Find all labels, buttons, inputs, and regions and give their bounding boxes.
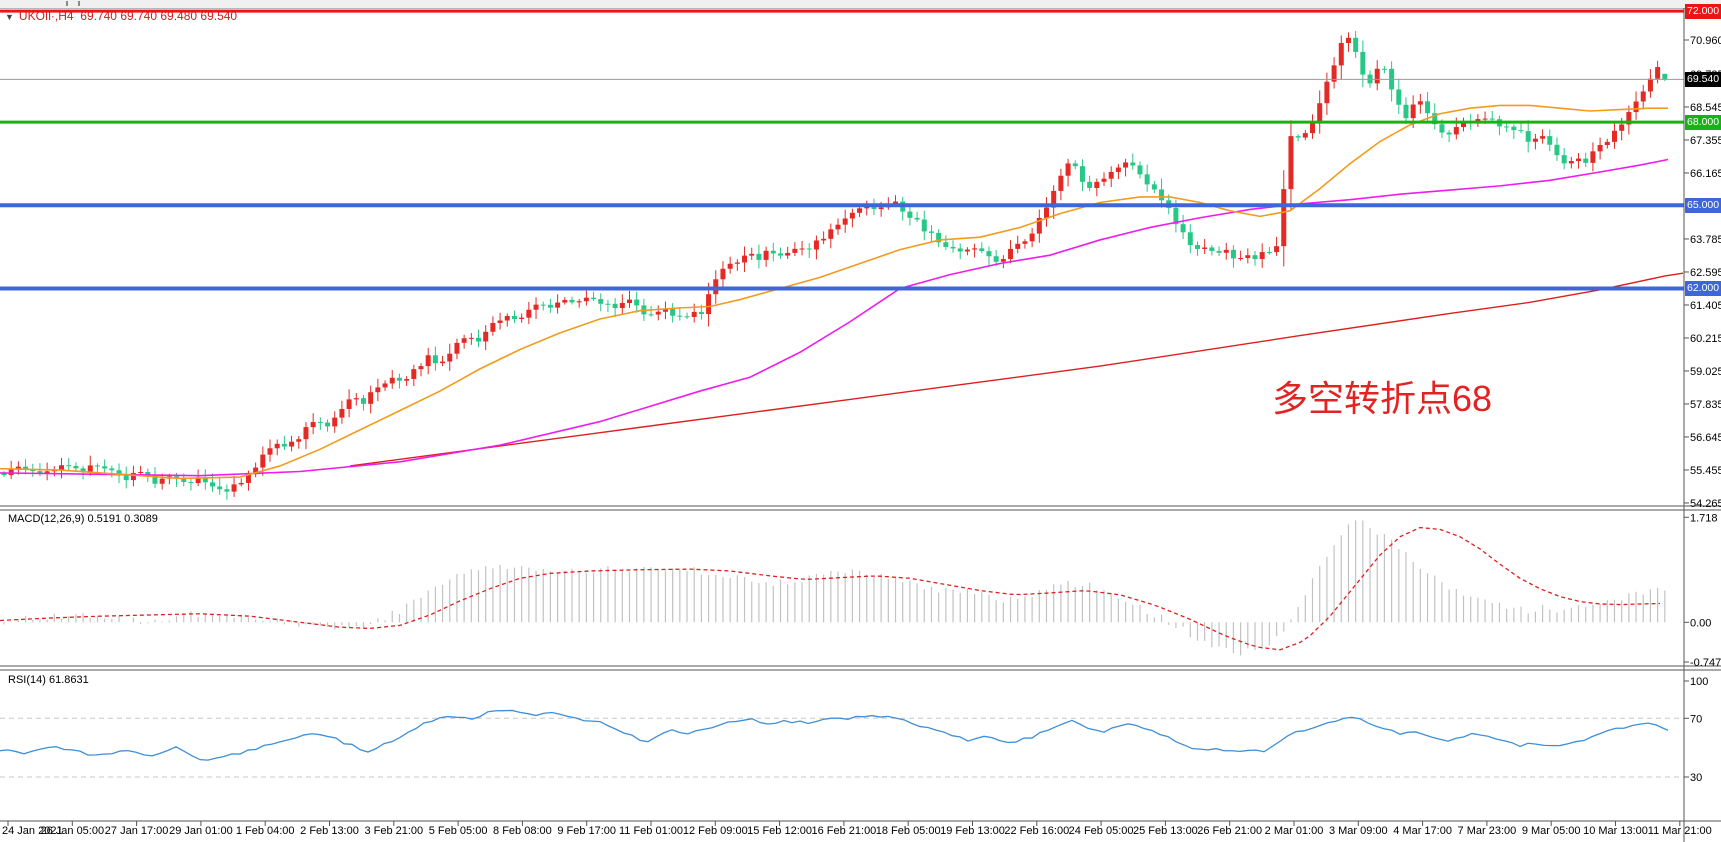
rsi-indicator-label: RSI(14) 61.8631 (8, 674, 89, 686)
time-axis-label: 9 Mar 05:00 (1522, 825, 1581, 837)
macd-tick-label: 1.718 (1690, 512, 1718, 524)
splitter-notch (66, 1, 80, 6)
time-axis-label: 4 Mar 17:00 (1393, 825, 1452, 837)
price-tick-label: 60.215 (1690, 333, 1721, 345)
time-axis-label: 11 Feb 01:00 (619, 825, 683, 837)
time-axis-label: 11 Mar 21:00 (1648, 825, 1712, 837)
rsi-tick-label: 30 (1690, 772, 1702, 784)
time-axis-label: 22 Feb 16:00 (1004, 825, 1069, 837)
time-axis-label: 5 Feb 05:00 (429, 825, 488, 837)
macd-signal-line (0, 526, 1661, 651)
time-axis-label: 9 Feb 17:00 (557, 825, 616, 837)
time-axis-label: 3 Feb 21:00 (364, 825, 423, 837)
price-tick-label: 63.785 (1690, 234, 1721, 246)
price-tick-label: 67.355 (1690, 135, 1721, 147)
time-axis-label: 1 Feb 04:00 (236, 825, 295, 837)
time-axis-label: 24 Feb 05:00 (1069, 825, 1134, 837)
time-axis-label: 10 Mar 13:00 (1583, 825, 1648, 837)
macd-indicator-label: MACD(12,26,9) 0.5191 0.3089 (8, 513, 158, 525)
time-axis-label: 26 Feb 21:00 (1197, 825, 1262, 837)
level-price-tag-62.000: 62.000 (1685, 280, 1721, 296)
ohlc-values: 69.740 69.740 69.480 69.540 (80, 9, 238, 23)
macd-tick-label: -0.7475 (1690, 657, 1721, 669)
time-axis-label: 2 Feb 13:00 (300, 825, 359, 837)
symbol-period-label: UKOIl·,H4 (18, 9, 74, 23)
price-tick-label: 62.595 (1690, 267, 1721, 279)
time-axis-label: 27 Jan 17:00 (105, 825, 169, 837)
price-tick-label: 66.165 (1690, 168, 1721, 180)
price-tick-label: 70.960 (1690, 35, 1721, 47)
chevron-down-icon[interactable]: ▼ (5, 12, 14, 22)
ma-fast-orange-line (0, 104, 1668, 480)
time-axis-label: 7 Mar 23:00 (1458, 825, 1517, 837)
time-axis-label: 25 Feb 13:00 (1133, 825, 1198, 837)
price-pane[interactable] (0, 30, 1684, 500)
time-axis-label: 16 Feb 21:00 (811, 825, 876, 837)
window-top-strip (0, 0, 1721, 9)
time-axis-label: 26 Jan 05:00 (40, 825, 104, 837)
chinese-annotation-text: 多空转折点68 (1272, 378, 1493, 419)
macd-tick-label: 0.00 (1690, 617, 1711, 629)
ma-slow-red-line (349, 272, 1684, 467)
level-price-tag-68.000: 68.000 (1685, 114, 1721, 130)
price-tick-label: 56.645 (1690, 432, 1721, 444)
price-tick-label: 68.545 (1690, 102, 1721, 114)
rsi-value-line (0, 709, 1669, 761)
price-tick-label: 59.025 (1690, 366, 1721, 378)
symbol-header[interactable]: ▼ UKOIl·,H4 69.740 69.740 69.480 69.540 (5, 9, 237, 23)
candles-group (1, 30, 1668, 500)
rsi-tick-label: 70 (1690, 713, 1702, 725)
time-axis-label: 19 Feb 13:00 (940, 825, 1005, 837)
time-axis-label: 2 Mar 01:00 (1265, 825, 1324, 837)
time-axis-label: 18 Feb 05:00 (876, 825, 941, 837)
level-price-tag-72.000: 72.000 (1685, 3, 1721, 19)
rsi-tick-label: 100 (1690, 676, 1708, 688)
ma-mid-magenta-line (0, 158, 1669, 477)
rsi-pane[interactable] (0, 709, 1684, 778)
price-tick-label: 57.835 (1690, 399, 1721, 411)
time-axis-label: 8 Feb 08:00 (493, 825, 552, 837)
current-price-tag: 69.540 (1685, 71, 1721, 87)
level-price-tag-65.000: 65.000 (1685, 197, 1721, 213)
macd-pane[interactable] (0, 520, 1666, 656)
time-axis-label: 29 Jan 01:00 (169, 825, 233, 837)
time-axis-label: 15 Feb 12:00 (747, 825, 812, 837)
time-axis-label: 3 Mar 09:00 (1329, 825, 1388, 837)
time-axis-label: 24 Jan 2021 (2, 825, 63, 837)
price-tick-label: 55.455 (1690, 465, 1721, 477)
price-tick-label: 61.405 (1690, 300, 1721, 312)
time-axis-label: 12 Feb 09:00 (683, 825, 748, 837)
price-tick-label: 54.265 (1690, 498, 1721, 510)
